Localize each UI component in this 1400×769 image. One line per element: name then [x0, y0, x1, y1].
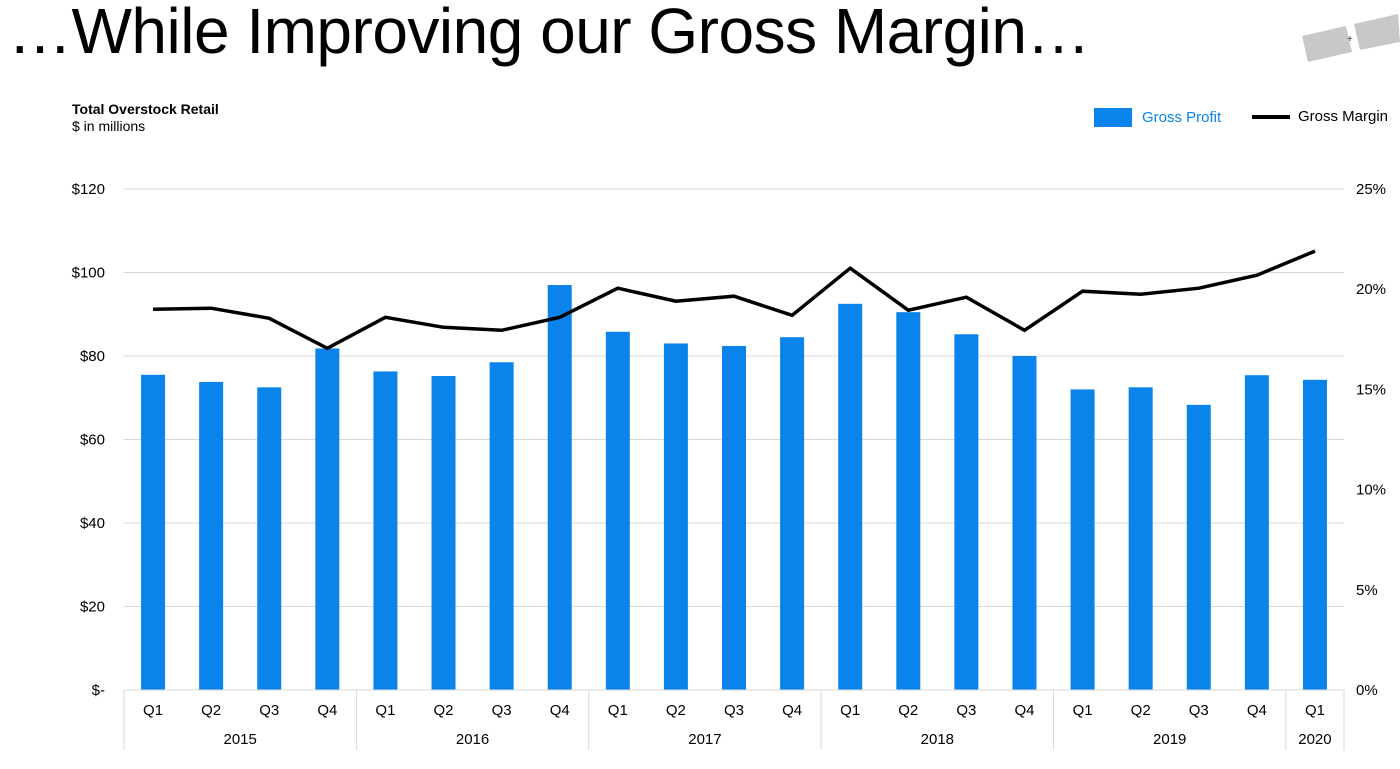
category-label: Q3: [1189, 702, 1209, 719]
category-label: Q2: [201, 702, 221, 719]
bar-gross-profit: [1302, 379, 1327, 690]
chart-subtitle-line2: $ in millions: [72, 118, 146, 134]
bar-gross-profit: [1128, 387, 1153, 690]
bar-gross-profit: [257, 387, 282, 690]
right-axis-tick-label: 10%: [1356, 482, 1386, 499]
logo-icon: +: [1302, 14, 1400, 62]
category-label: Q4: [1247, 702, 1267, 719]
category-label: Q4: [550, 702, 570, 719]
legend-swatch-bar: [1094, 108, 1132, 127]
bar-gross-profit: [1244, 375, 1269, 690]
bar-gross-profit: [141, 374, 166, 690]
right-axis-tick-label: 0%: [1356, 682, 1378, 699]
legend-swatch-line: [1252, 114, 1290, 119]
left-axis-tick-label: $-: [92, 682, 105, 699]
legend-item-gross-profit: Gross Profit: [1094, 108, 1221, 127]
category-label: Q1: [608, 702, 628, 719]
bar-gross-profit: [605, 331, 630, 690]
bar-gross-profit: [547, 285, 572, 690]
category-label: Q1: [375, 702, 395, 719]
left-axis-tick-label: $20: [80, 599, 105, 616]
category-label: Q1: [1305, 702, 1325, 719]
category-label: Q2: [1131, 702, 1151, 719]
bar-gross-profit: [1070, 389, 1095, 690]
year-group-label: 2019: [1153, 731, 1186, 748]
category-label: Q1: [840, 702, 860, 719]
bar-gross-profit: [489, 362, 514, 690]
bar-gross-profit: [199, 381, 224, 690]
category-label: Q3: [724, 702, 744, 719]
bar-gross-profit: [954, 334, 979, 690]
bar-gross-profit: [431, 376, 456, 690]
legend-label-gross-margin: Gross Margin: [1298, 108, 1389, 125]
axis-layer: $- $20 $40 $60 $80 $100 $120 0% 5% 10% 15% 20% 25% Q1…: [72, 181, 1386, 750]
category-label: Q2: [434, 702, 454, 719]
bar-gross-profit: [373, 371, 398, 690]
right-axis-tick-label: 5%: [1356, 582, 1378, 599]
year-group-label: 2015: [224, 731, 257, 748]
chart-subtitle: Total Overstock Retail $ in millions: [72, 101, 219, 135]
bar-gross-profit: [896, 312, 921, 690]
bar-gross-profit: [1012, 356, 1037, 690]
year-group-label: 2020: [1298, 731, 1331, 748]
chart-subtitle-line1: Total Overstock Retail: [72, 101, 219, 117]
right-axis-tick-label: 15%: [1356, 381, 1386, 398]
left-axis-tick-label: $60: [80, 432, 105, 449]
category-label: Q3: [492, 702, 512, 719]
category-label: Q1: [143, 702, 163, 719]
bar-gross-profit: [838, 303, 863, 690]
legend-item-gross-margin: Gross Margin: [1252, 108, 1388, 125]
year-group-label: 2017: [688, 731, 721, 748]
year-group-label: 2018: [921, 731, 954, 748]
left-axis-tick-label: $120: [72, 181, 105, 198]
category-label: Q2: [898, 702, 918, 719]
svg-text:+: +: [1347, 34, 1353, 45]
bar-gross-profit: [1186, 404, 1211, 690]
category-label: Q3: [956, 702, 976, 719]
bar-gross-profit: [315, 348, 340, 690]
year-group-label: 2016: [456, 731, 489, 748]
category-label: Q4: [782, 702, 802, 719]
category-label: Q2: [666, 702, 686, 719]
left-axis-tick-label: $40: [80, 515, 105, 532]
category-label: Q4: [1014, 702, 1034, 719]
category-label: Q1: [1073, 702, 1093, 719]
right-axis-tick-label: 25%: [1356, 181, 1386, 198]
bar-gross-profit: [663, 343, 688, 690]
bar-gross-profit: [722, 345, 746, 690]
line-layer: [152, 249, 1316, 351]
left-axis-tick-label: $100: [72, 265, 105, 282]
bar-layer: [141, 285, 1327, 690]
right-axis-tick-label: 20%: [1356, 281, 1386, 298]
legend-label-gross-profit: Gross Profit: [1142, 109, 1222, 126]
category-label: Q3: [259, 702, 279, 719]
bar-gross-profit: [780, 337, 805, 690]
left-axis-tick-label: $80: [80, 348, 105, 365]
page-title: …While Improving our Gross Margin…: [8, 0, 1090, 67]
line-gross-margin: [152, 249, 1316, 351]
category-label: Q4: [317, 702, 337, 719]
